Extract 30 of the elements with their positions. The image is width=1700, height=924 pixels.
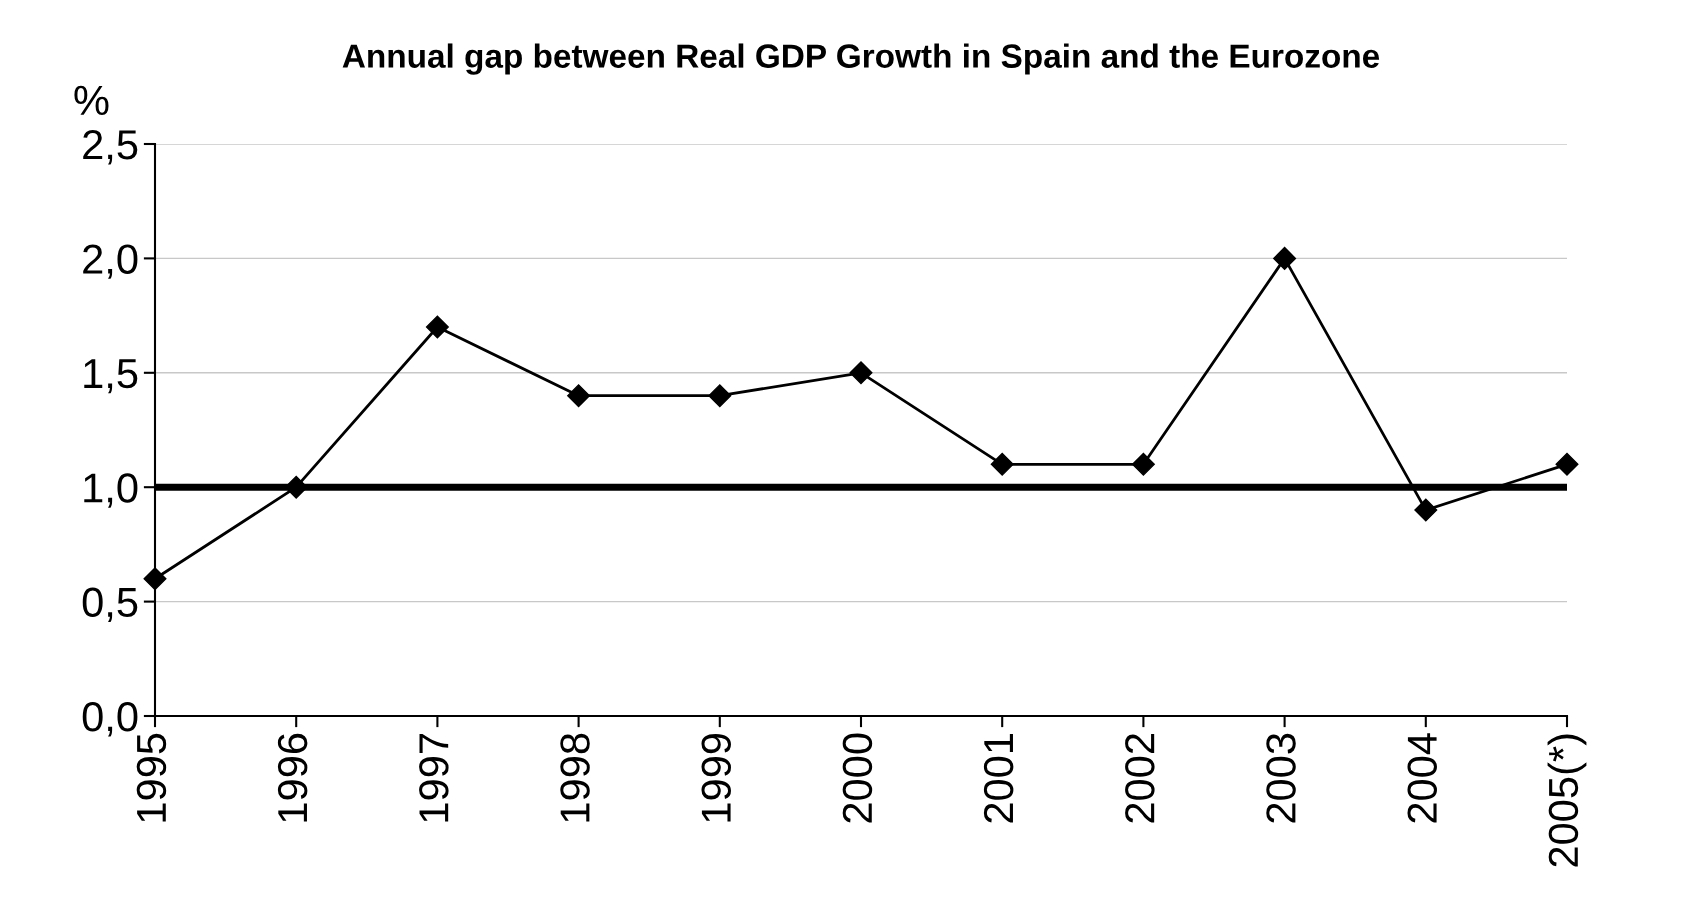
point (849, 361, 873, 385)
y-tick-label: 1,5 (84, 359, 138, 394)
chart-title: Annual gap between Real GDP Growth in Spain and the Eurozone (342, 43, 1380, 75)
x-tick-label: 2005(*) (1547, 734, 1587, 867)
point (425, 315, 449, 339)
x-tick-label: 2004 (1407, 733, 1437, 823)
x-tick-label: 2002 (1125, 734, 1155, 823)
point (990, 452, 1014, 476)
point (708, 384, 732, 408)
x-tick-label: 1996 (277, 733, 308, 822)
point (1555, 452, 1579, 476)
x-tick-label: 2000 (842, 733, 873, 823)
y-tick-label: 0,0 (82, 702, 138, 737)
x-tick-label: 1999 (701, 733, 731, 822)
x-tick-label: 2003 (1266, 733, 1296, 823)
point (567, 384, 591, 408)
y-tick-label: 2,5 (83, 130, 138, 165)
y-tick-label: 1,0 (84, 473, 138, 508)
x-tick-label: 1995 (136, 733, 167, 822)
point (1414, 498, 1438, 522)
point (1131, 452, 1155, 476)
x-tick-label: 1998 (560, 733, 590, 822)
point (1273, 246, 1297, 270)
x-tick-label: 1997 (419, 734, 449, 822)
y-tick-label: 2,0 (83, 244, 138, 279)
y-axis-title: % (74, 85, 109, 115)
y-tick-label: 0,5 (82, 587, 138, 623)
point (284, 475, 308, 499)
point (143, 567, 167, 591)
x-tick-label: 2001 (983, 734, 1014, 823)
